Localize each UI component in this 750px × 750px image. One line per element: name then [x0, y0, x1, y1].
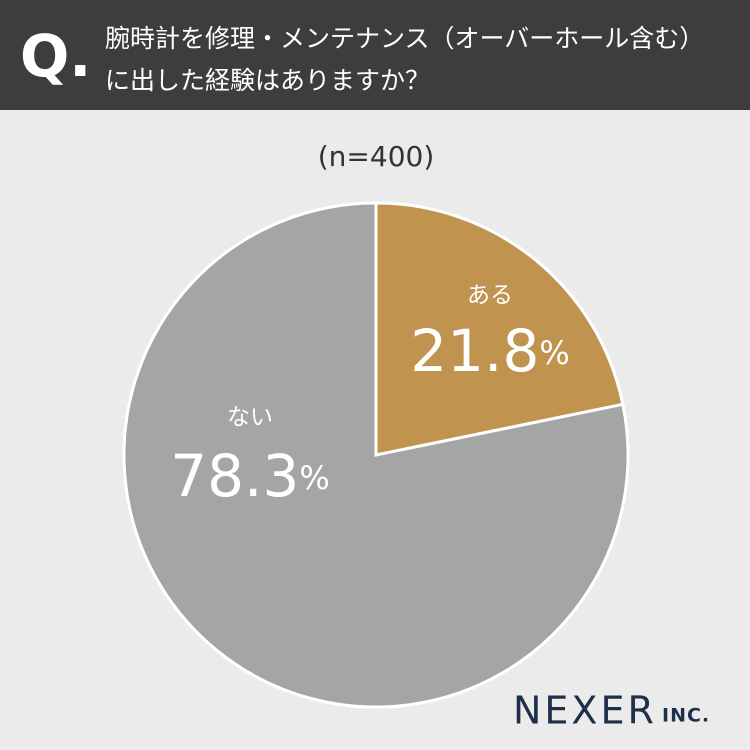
- pie-slice: [374, 201, 625, 457]
- chart-title: 腕時計を修理・メンテナンス（オーバーホール含む）: [105, 24, 704, 53]
- subtitle: (n=400): [318, 140, 435, 173]
- value-label: 21.8%: [410, 317, 570, 385]
- brand: NEXER: [513, 689, 657, 733]
- badge: Q.: [20, 22, 91, 90]
- header: [0, 0, 750, 110]
- value-label: 78.3%: [170, 442, 330, 510]
- chart-title: に出した経験はありますか？: [105, 66, 430, 95]
- brand-suffix: INC.: [662, 705, 710, 727]
- pie-slice: [122, 201, 630, 709]
- labels: ある 21.8% ない 78.3%: [170, 283, 570, 511]
- pie: [122, 201, 630, 709]
- category-label: ある: [467, 283, 513, 309]
- category-label: ない: [227, 405, 273, 431]
